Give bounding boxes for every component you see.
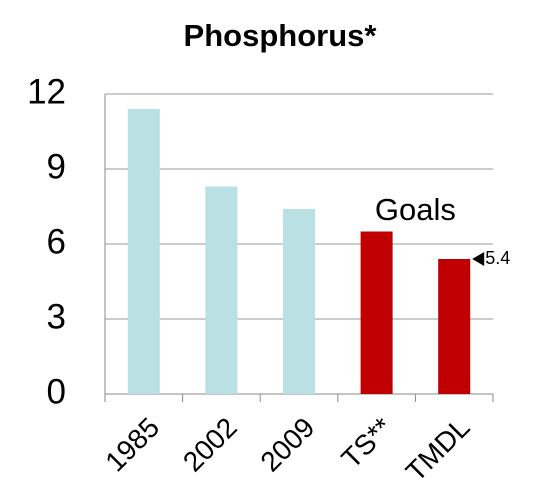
x-tick-label: TMDL (400, 412, 476, 488)
y-tick-label: 3 (47, 297, 66, 336)
bar (360, 231, 393, 394)
x-tick-label: 2002 (177, 412, 243, 478)
data-label: 5.4 (485, 248, 510, 268)
bar (127, 109, 160, 394)
x-tick-label: TS** (335, 411, 398, 474)
y-tick-label: 6 (47, 222, 66, 261)
y-tick-label: 12 (27, 72, 66, 111)
x-tick-label: 1985 (99, 412, 165, 478)
bar (205, 186, 238, 394)
bar (283, 209, 315, 394)
annotation: Goals (375, 192, 456, 227)
chart-title: Phosphorus* (184, 18, 378, 53)
bar (438, 259, 471, 394)
y-tick-label: 0 (47, 372, 66, 411)
x-tick-label: 2009 (254, 412, 320, 478)
label-pointer (472, 252, 485, 266)
y-tick-label: 9 (47, 147, 66, 186)
